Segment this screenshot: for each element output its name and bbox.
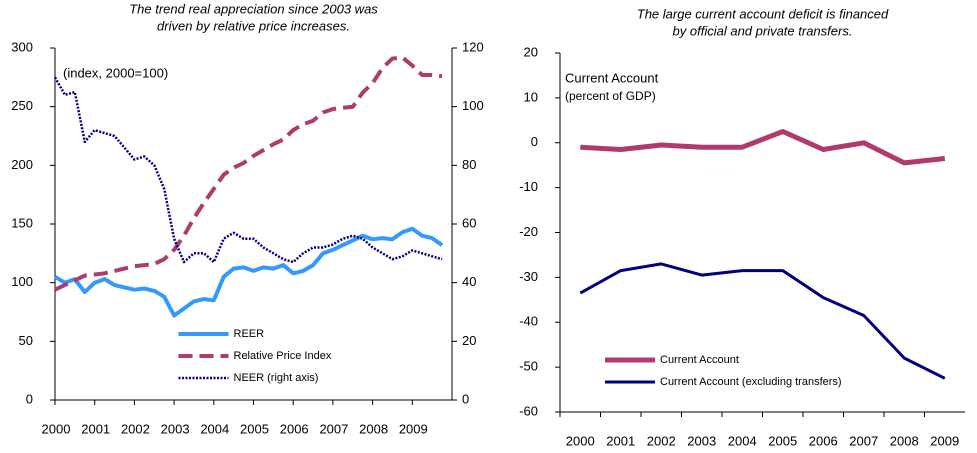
- legend-label: Current Account (excluding transfers): [660, 376, 842, 388]
- x-tick-label: 2006: [280, 421, 309, 436]
- y-tick-label: 50: [19, 333, 33, 348]
- legend-label: REER: [234, 328, 265, 340]
- y2-tick-label: 60: [462, 215, 476, 230]
- x-tick-label: 2008: [359, 421, 388, 436]
- y2-tick-label: 0: [462, 391, 469, 406]
- x-tick-label: 2003: [687, 433, 716, 448]
- y-tick-label: -10: [519, 179, 538, 194]
- series-line: [579, 262, 946, 380]
- x-tick-label: 2004: [200, 421, 229, 436]
- y-tick-label: -60: [519, 403, 538, 418]
- y2-tick-label: 40: [462, 274, 476, 289]
- y-tick-label: -50: [519, 359, 538, 374]
- chart-title: driven by relative price increases.: [157, 18, 350, 33]
- x-tick-label: 2003: [161, 421, 190, 436]
- y-tick-label: 20: [524, 44, 538, 59]
- legend-label: Current Account: [660, 354, 739, 366]
- y2-tick-label: 120: [462, 39, 484, 54]
- y-tick-label: -30: [519, 269, 538, 284]
- x-tick-label: 2006: [809, 433, 838, 448]
- series-line: [53, 76, 443, 264]
- y2-tick-label: 20: [462, 333, 476, 348]
- y-tick-label: 10: [524, 89, 538, 104]
- x-tick-label: 2000: [566, 433, 595, 448]
- x-tick-label: 2008: [890, 433, 919, 448]
- annotation: (index, 2000=100): [63, 65, 168, 80]
- series-line: [54, 55, 443, 292]
- y-tick-label: -20: [519, 224, 538, 239]
- annotation: Current Account: [565, 70, 659, 85]
- x-tick-label: 2007: [849, 433, 878, 448]
- x-tick-label: 2001: [81, 421, 110, 436]
- y-tick-label: 150: [11, 215, 33, 230]
- legend-label: Relative Price Index: [234, 350, 332, 362]
- x-tick-label: 2002: [647, 433, 676, 448]
- series-line: [53, 226, 444, 318]
- x-tick-label: 2009: [399, 421, 428, 436]
- chart-title: by official and private transfers.: [673, 23, 853, 38]
- x-tick-label: 2000: [42, 421, 71, 436]
- y-tick-label: 100: [11, 274, 33, 289]
- x-tick-label: 2009: [930, 433, 959, 448]
- y-tick-label: 0: [26, 391, 33, 406]
- y2-tick-label: 100: [462, 98, 484, 113]
- x-tick-label: 2004: [728, 433, 757, 448]
- y2-tick-label: 80: [462, 157, 476, 172]
- legend-label: NEER (right axis): [234, 372, 319, 384]
- series-line: [580, 129, 946, 166]
- x-tick-label: 2001: [606, 433, 635, 448]
- chart-title: The large current account deficit is fin…: [637, 6, 889, 21]
- y-tick-label: 0: [531, 134, 538, 149]
- x-tick-label: 2007: [319, 421, 348, 436]
- annotation: (percent of GDP): [565, 89, 656, 103]
- x-tick-label: 2002: [121, 421, 150, 436]
- y-tick-label: 300: [11, 39, 33, 54]
- x-tick-label: 2005: [768, 433, 797, 448]
- y-tick-label: 200: [11, 157, 33, 172]
- y-tick-label: -40: [519, 314, 538, 329]
- y-tick-label: 250: [11, 98, 33, 113]
- x-tick-label: 2005: [240, 421, 269, 436]
- chart-title: The trend real appreciation since 2003 w…: [129, 1, 378, 16]
